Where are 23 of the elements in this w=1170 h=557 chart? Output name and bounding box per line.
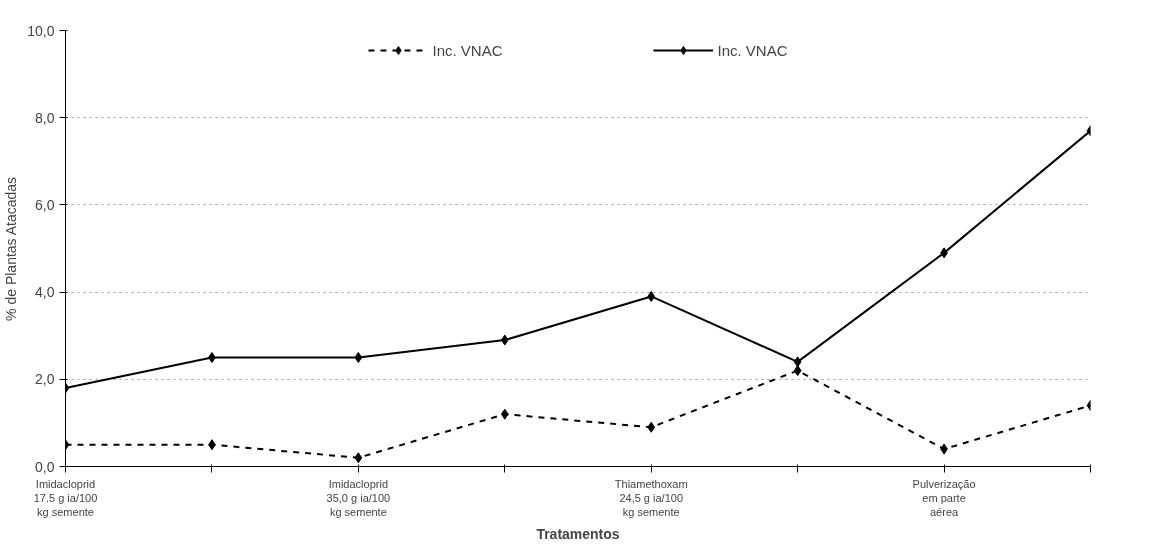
point	[354, 352, 363, 363]
point	[647, 421, 656, 433]
point	[208, 352, 216, 363]
x-tick-label: Imidacloprid 17.5 g ia/100 kg semente	[33, 477, 98, 519]
point	[500, 334, 509, 346]
y-tick-label: 8,0	[35, 109, 55, 126]
point	[647, 290, 656, 302]
point	[354, 452, 363, 464]
point	[793, 356, 802, 368]
x-tick-label: Thiamethoxam 24,5 g ia/100 kg semente	[614, 477, 688, 519]
legend-label: Inc. VNAC	[717, 41, 788, 59]
y-tick-label: 0,0	[35, 458, 55, 475]
y-axis-title: % de Plantas Atacadas	[3, 176, 20, 321]
x-axis-title: Tratamentos	[536, 526, 620, 543]
legend-label: Inc. VNAC	[432, 41, 503, 59]
y-tick-label: 2,0	[35, 371, 55, 388]
y-tick-label: 6,0	[35, 196, 55, 213]
y-tick-label: 10,0	[27, 22, 55, 39]
x-tick-label: Imidacloprid 35,0 g ia/100 kg semente	[326, 477, 391, 519]
x-tick-label: Pulverização em parte aérea	[912, 477, 976, 519]
y-tick-label: 4,0	[35, 284, 55, 301]
point	[793, 365, 802, 377]
point	[500, 408, 509, 420]
